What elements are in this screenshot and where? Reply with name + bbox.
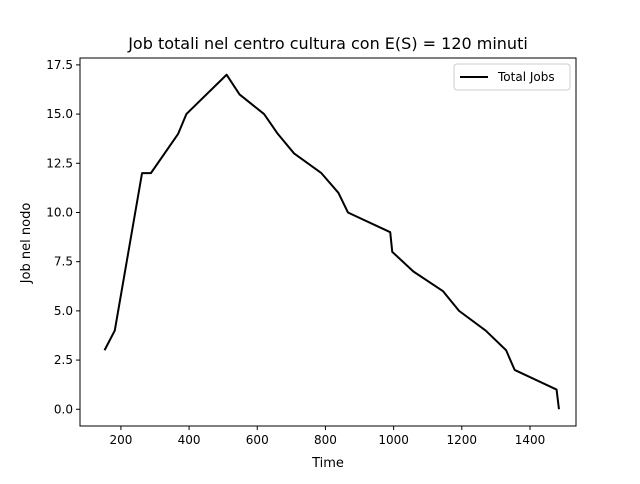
y-tick-label: 12.5 [46,156,73,170]
y-tick-label: 7.5 [54,255,73,269]
y-tick-label: 10.0 [46,205,73,219]
y-tick-label: 5.0 [54,304,73,318]
legend-box [453,63,571,91]
y-tick-label: 15.0 [46,107,73,121]
x-tick-label: 600 [246,433,269,447]
y-tick-label: 17.5 [46,58,73,72]
x-tick-label: 200 [109,433,132,447]
series-line-0 [103,73,560,410]
x-tick-label: 1000 [378,433,409,447]
y-axis-label: Job nel nodo [19,203,34,285]
x-tick-label: 800 [314,433,337,447]
y-tick-label: 0.0 [54,402,73,416]
plot-area: 200 400 600 800 1000 1200 1400 0.0 2.5 5.0 7.5 10.0… [46,57,577,447]
x-axis-label: Time [311,456,344,471]
legend-label: Total Jobs [497,70,555,84]
x-tick-label: 1200 [447,433,478,447]
axes-frame [79,57,577,427]
x-tick-label: 1400 [515,433,546,447]
y-tick-label: 2.5 [54,353,73,367]
x-tick-label: 400 [178,433,201,447]
chart-title: Job totali nel centro cultura con E(S) =… [127,34,528,53]
